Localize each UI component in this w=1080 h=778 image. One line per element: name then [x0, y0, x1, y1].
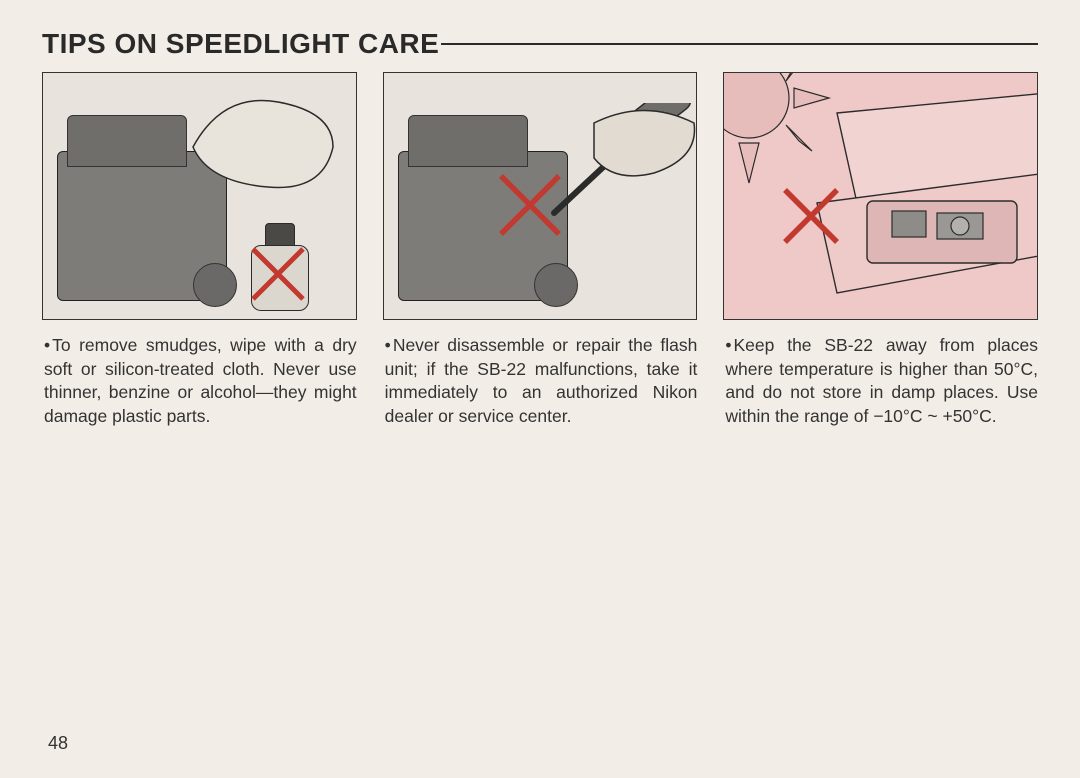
tip-column-1: •To remove smudges, wipe with a dry soft…: [42, 72, 357, 429]
tip-text-2: •Never disassemble or repair the flash u…: [383, 334, 698, 429]
tip-text-1: •To remove smudges, wipe with a dry soft…: [42, 334, 357, 429]
illustration-wipe-cloth: [42, 72, 357, 320]
page-title: TIPS ON SPEEDLIGHT CARE: [42, 28, 439, 60]
tip-body: To remove smudges, wipe with a dry soft …: [44, 335, 357, 426]
prohibited-x-icon: [780, 185, 842, 247]
prohibited-x-icon: [249, 245, 307, 303]
tip-body: Never disassemble or repair the flash un…: [385, 335, 698, 426]
illustration-no-disassemble: [383, 72, 698, 320]
heading-rule: [441, 43, 1038, 46]
heading-row: TIPS ON SPEEDLIGHT CARE: [42, 28, 1038, 60]
tip-text-3: •Keep the SB-22 away from places where t…: [723, 334, 1038, 429]
illustration-no-heat: [723, 72, 1038, 320]
bullet: •: [44, 335, 52, 355]
bullet: •: [385, 335, 393, 355]
prohibited-x-icon: [496, 171, 564, 239]
columns: •To remove smudges, wipe with a dry soft…: [42, 72, 1038, 429]
page-number: 48: [48, 733, 68, 754]
tip-column-2: •Never disassemble or repair the flash u…: [383, 72, 698, 429]
tip-body: Keep the SB-22 away from places where te…: [725, 335, 1038, 426]
tip-column-3: •Keep the SB-22 away from places where t…: [723, 72, 1038, 429]
